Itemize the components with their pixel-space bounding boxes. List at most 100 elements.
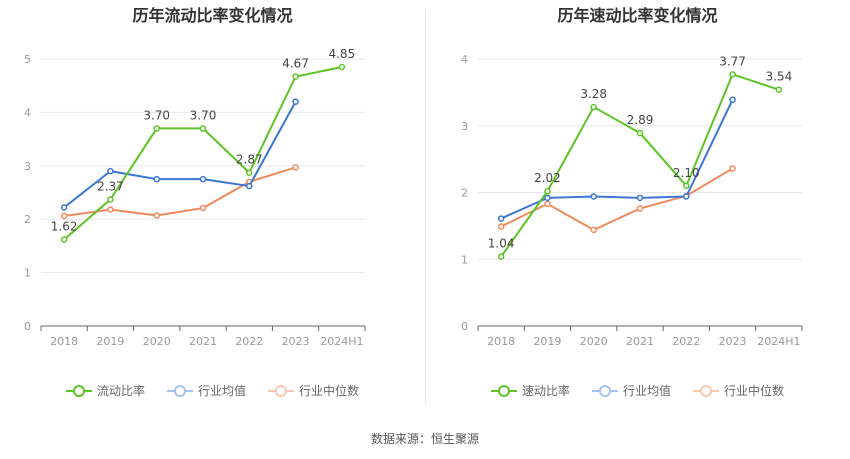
data-label: 2.87 (236, 153, 263, 167)
legend-line-icon (166, 384, 193, 398)
legend-item-industry-median[interactable]: 行业中位数 (268, 382, 359, 399)
data-point (729, 71, 736, 78)
data-point (153, 212, 160, 219)
data-point (636, 194, 644, 202)
x-tick-label: 2021 (626, 335, 654, 348)
series-line (64, 166, 296, 217)
y-tick-label: 4 (461, 53, 468, 66)
data-point (729, 165, 736, 172)
data-point (60, 204, 68, 211)
data-point (590, 193, 597, 200)
current-ratio-chart-panel: 历年流动比率变化情况 0 1 2 3 4 5 2018 2019 2020 2021 2022 202… (0, 0, 425, 420)
legend-line-icon (268, 384, 294, 398)
data-point (107, 206, 114, 213)
x-tick-label: 2024H1 (757, 335, 800, 348)
y-tick-label: 1 (461, 253, 468, 266)
data-label: 2.10 (673, 166, 700, 180)
chart-title: 历年速动比率变化情况 (557, 6, 718, 25)
data-label: 3.28 (580, 87, 607, 101)
data-point (292, 73, 299, 80)
y-tick-label: 5 (24, 53, 31, 66)
data-point (60, 212, 68, 220)
data-label: 4.85 (328, 47, 355, 61)
legend-line-icon (591, 384, 618, 398)
series-line (500, 73, 780, 258)
data-point (590, 103, 597, 111)
x-tick-label: 2018 (487, 335, 515, 348)
legend-item-industry-average[interactable]: 行业均值 (166, 382, 246, 399)
data-point (636, 205, 644, 212)
data-point (590, 226, 597, 234)
data-point (153, 175, 160, 183)
data-point (199, 125, 207, 132)
data-point (636, 129, 644, 137)
data-point (153, 125, 160, 132)
data-point (497, 253, 505, 260)
current-ratio-chart: 0 1 2 3 4 5 2018 2019 2020 2021 2022 2023 2024H1 1.62… (24, 47, 366, 348)
x-tick-label: 2019 (533, 335, 561, 348)
x-tick-label: 2022 (672, 335, 700, 348)
legend-line-icon (490, 384, 517, 398)
x-tick-label: 2024H1 (320, 335, 363, 348)
x-tick-label: 2020 (580, 335, 608, 348)
x-tick-label: 2023 (282, 335, 310, 348)
legend-item-current-ratio[interactable]: 流动比率 (65, 382, 145, 399)
chart-title: 历年流动比率变化情况 (132, 6, 293, 25)
legend: 速动比率 行业均值 行业中位数 (425, 382, 850, 399)
y-tick-label: 4 (24, 106, 31, 119)
legend-label: 速动比率 (521, 384, 570, 398)
data-point (338, 63, 346, 71)
data-point (199, 204, 207, 212)
legend-label: 行业均值 (622, 384, 671, 398)
legend-label: 行业中位数 (724, 384, 785, 398)
panel-divider (425, 10, 426, 405)
x-tick-label: 2023 (719, 335, 747, 348)
x-tick-label: 2020 (143, 335, 171, 348)
quick-ratio-chart: 0 1 2 3 4 2018 2019 2020 2021 2022 2023 2024H1 1.04 2… (461, 53, 803, 348)
data-point (246, 169, 253, 176)
y-tick-label: 2 (461, 187, 468, 200)
legend-label: 流动比率 (96, 384, 145, 398)
series-line (63, 101, 297, 209)
data-point (544, 194, 551, 202)
data-point (775, 86, 783, 93)
data-point (107, 167, 114, 175)
data-label: 3.77 (719, 54, 746, 68)
data-point (60, 236, 68, 243)
x-tick-label: 2018 (50, 335, 78, 348)
data-label: 2.37 (97, 179, 124, 193)
y-tick-label: 2 (24, 213, 31, 226)
data-label: 2.02 (534, 171, 561, 185)
data-label: 3.70 (190, 108, 217, 122)
legend-label: 行业中位数 (299, 384, 360, 398)
x-tick-label: 2021 (189, 335, 217, 348)
x-tick-label: 2022 (235, 335, 263, 348)
y-tick-label: 3 (24, 160, 31, 173)
data-point (292, 164, 299, 171)
data-point (729, 96, 736, 103)
data-label: 4.67 (282, 57, 309, 71)
data-label: 2.89 (627, 113, 654, 127)
legend: 流动比率 行业均值 行业中位数 (0, 382, 425, 399)
legend-item-industry-average[interactable]: 行业均值 (591, 382, 671, 399)
data-point (497, 215, 505, 222)
legend-item-quick-ratio[interactable]: 速动比率 (490, 382, 570, 399)
data-label: 1.62 (51, 219, 78, 233)
legend-label: 行业均值 (197, 384, 246, 398)
quick-ratio-chart-panel: 历年速动比率变化情况 0 1 2 3 4 2018 2019 2020 2021 2022 2023… (425, 0, 850, 420)
data-label: 3.54 (765, 70, 792, 84)
data-point (544, 200, 551, 208)
data-label: 1.04 (488, 237, 515, 251)
data-point (107, 196, 114, 203)
y-tick-label: 0 (24, 320, 31, 333)
data-source-note: 数据来源：恒生聚源 (370, 432, 479, 446)
x-tick-label: 2019 (96, 335, 124, 348)
legend-item-industry-median[interactable]: 行业中位数 (693, 382, 784, 399)
y-tick-label: 1 (24, 267, 31, 280)
data-point (497, 223, 505, 230)
data-point (683, 182, 690, 190)
data-point (683, 193, 690, 200)
legend-line-icon (65, 384, 92, 398)
data-point (199, 175, 207, 183)
data-point (292, 98, 299, 105)
